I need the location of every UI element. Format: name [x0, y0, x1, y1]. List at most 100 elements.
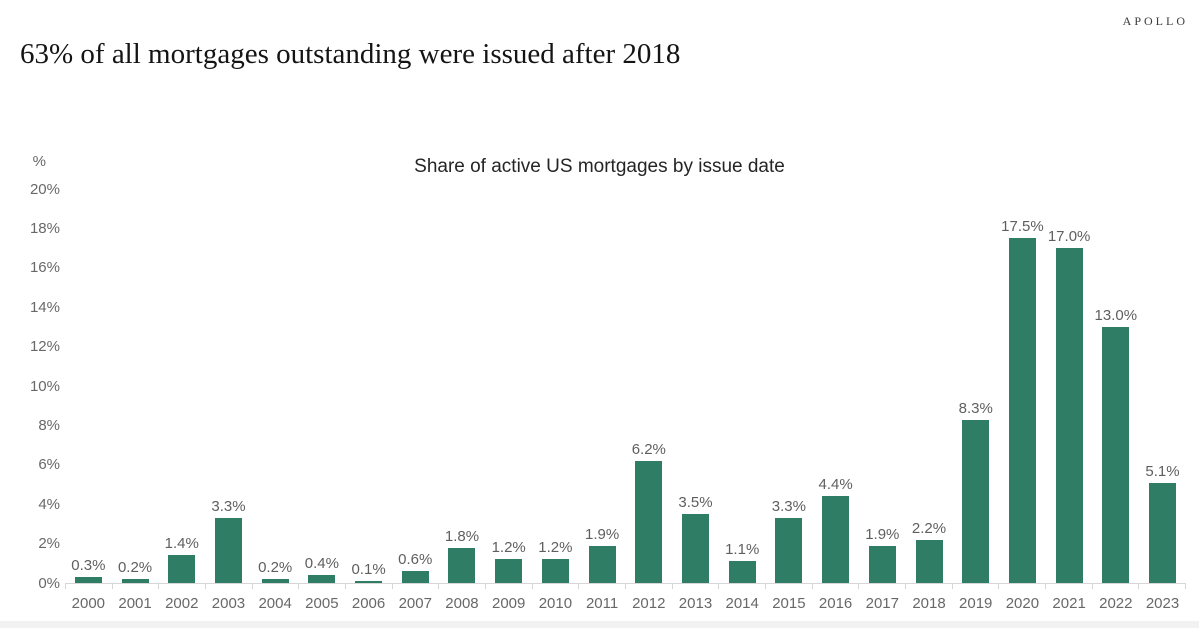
x-axis-tick	[159, 584, 207, 589]
bar-column-2011: 1.9%	[579, 189, 626, 583]
bar-2010[interactable]	[541, 559, 569, 583]
y-axis-tick-label: 10%	[29, 377, 60, 395]
bar-column-2017: 1.9%	[859, 189, 906, 583]
x-axis-label-2020: 2020	[1005, 595, 1040, 612]
bar-value-label: 1.9%	[584, 525, 620, 543]
x-axis-label-2000: 2000	[71, 595, 106, 612]
y-axis-tick-label: 4%	[38, 495, 60, 513]
apollo-logo: APOLLO	[1122, 14, 1188, 28]
x-axis-tick	[1046, 584, 1093, 589]
bar-value-label: 0.2%	[117, 559, 153, 577]
bar-2021[interactable]	[1055, 248, 1083, 583]
bar-2011[interactable]	[588, 545, 616, 583]
x-axis-tick	[533, 584, 580, 589]
bar-2001[interactable]	[121, 579, 149, 583]
bar-column-2010: 1.2%	[532, 189, 579, 583]
x-axis-label-2012: 2012	[632, 595, 666, 612]
x-axis-label-2003: 2003	[211, 595, 246, 612]
x-axis-ticks	[65, 584, 1187, 589]
bar-value-label: 0.4%	[304, 555, 339, 573]
x-axis-label-2011: 2011	[585, 595, 619, 612]
bar-column-2004: 0.2%	[252, 189, 299, 583]
bar-column-2023: 5.1%	[1139, 189, 1186, 583]
bar-column-2009: 1.2%	[485, 189, 532, 583]
bar-column-2018: 2.2%	[906, 189, 953, 583]
x-axis-tick	[66, 584, 113, 589]
bar-2018[interactable]	[915, 539, 943, 583]
bar-2007[interactable]	[401, 571, 429, 583]
bar-column-2000: 0.3%	[65, 189, 112, 583]
bar-2013[interactable]	[681, 514, 709, 583]
bar-2003[interactable]	[214, 518, 242, 583]
x-axis-label-2015: 2015	[772, 595, 806, 612]
bar-2016[interactable]	[822, 496, 850, 583]
bar-value-label: 1.2%	[538, 539, 573, 557]
bar-2006[interactable]	[355, 581, 383, 583]
bar-2008[interactable]	[448, 547, 476, 583]
x-axis-label-2010: 2010	[538, 595, 573, 612]
x-axis-label-2014: 2014	[725, 595, 759, 612]
x-axis-tick	[439, 584, 487, 589]
x-axis-tick	[486, 584, 533, 589]
bar-column-2003: 3.3%	[205, 189, 252, 583]
bar-2012[interactable]	[635, 460, 663, 583]
bar-2023[interactable]	[1149, 482, 1177, 583]
x-axis-label-2007: 2007	[398, 595, 432, 612]
x-axis-label-2022: 2022	[1099, 595, 1133, 612]
y-axis-tick-label: 0%	[38, 574, 60, 592]
bar-value-label: 3.3%	[211, 498, 246, 515]
x-axis-tick	[113, 584, 160, 589]
bar-column-2007: 0.6%	[392, 189, 439, 583]
bar-value-label: 8.3%	[958, 399, 993, 417]
bar-2019[interactable]	[962, 419, 990, 583]
x-axis-tick	[813, 584, 860, 589]
y-axis-tick-label: 8%	[38, 416, 60, 434]
y-axis-unit-label: %	[32, 153, 46, 170]
x-axis-tick	[673, 584, 720, 589]
x-axis-label-2004: 2004	[258, 595, 292, 612]
bar-2000[interactable]	[74, 577, 102, 583]
y-axis-tick-label: 12%	[29, 338, 60, 356]
bar-value-label: 3.3%	[771, 498, 806, 515]
bar-column-2015: 3.3%	[766, 189, 813, 583]
bar-2009[interactable]	[495, 559, 523, 583]
y-axis-tick-label: 14%	[29, 298, 60, 316]
x-axis-label-2023: 2023	[1145, 595, 1180, 612]
bar-column-2008: 1.8%	[439, 189, 486, 583]
x-axis-tick	[299, 584, 347, 589]
bar-2005[interactable]	[308, 575, 336, 583]
x-axis-label-2009: 2009	[491, 595, 526, 612]
bar-2022[interactable]	[1102, 326, 1130, 583]
bar-2014[interactable]	[728, 561, 756, 583]
bar-column-2012: 6.2%	[625, 189, 672, 583]
x-axis-label-2006: 2006	[351, 595, 386, 612]
bar-value-label: 17.0%	[1047, 228, 1091, 246]
y-axis-tick-label: 2%	[38, 535, 60, 553]
bar-value-label: 0.1%	[351, 561, 386, 579]
y-axis-tick-label: 6%	[38, 456, 60, 474]
bar-column-2020: 17.5%	[999, 189, 1046, 583]
x-axis-tick	[253, 584, 300, 589]
bar-value-label: 5.1%	[1145, 462, 1180, 480]
x-axis-labels: 2000 2001 2002 2003 2004 2005 2006 2007 2008 2009…	[65, 595, 1186, 612]
bar-2017[interactable]	[868, 545, 896, 583]
x-axis-label-2019: 2019	[959, 595, 993, 612]
x-axis-label-2017: 2017	[865, 595, 899, 612]
bar-column-2016: 4.4%	[812, 189, 859, 583]
y-axis-tick-label: 18%	[29, 219, 60, 237]
bar-value-label: 3.5%	[678, 494, 713, 512]
bar-value-label: 13.0%	[1094, 306, 1138, 324]
bar-2015[interactable]	[775, 518, 803, 583]
x-axis-label-2016: 2016	[818, 595, 853, 612]
plot-area: 0.3% 0.2% 1.4% 3.3% 0.2% 0.4% 0.1% 0.6% 1.8% 1.2%…	[65, 189, 1186, 584]
bar-column-2019: 8.3%	[952, 189, 999, 583]
x-axis-tick	[859, 584, 907, 589]
bar-2004[interactable]	[261, 579, 289, 583]
bar-value-label: 1.9%	[865, 525, 900, 543]
bar-value-label: 6.2%	[631, 440, 666, 458]
x-axis-tick	[999, 584, 1047, 589]
bar-2020[interactable]	[1008, 238, 1036, 583]
x-axis-label-2013: 2013	[678, 595, 713, 612]
bar-2002[interactable]	[168, 555, 196, 583]
bar-value-label: 1.1%	[725, 541, 760, 559]
